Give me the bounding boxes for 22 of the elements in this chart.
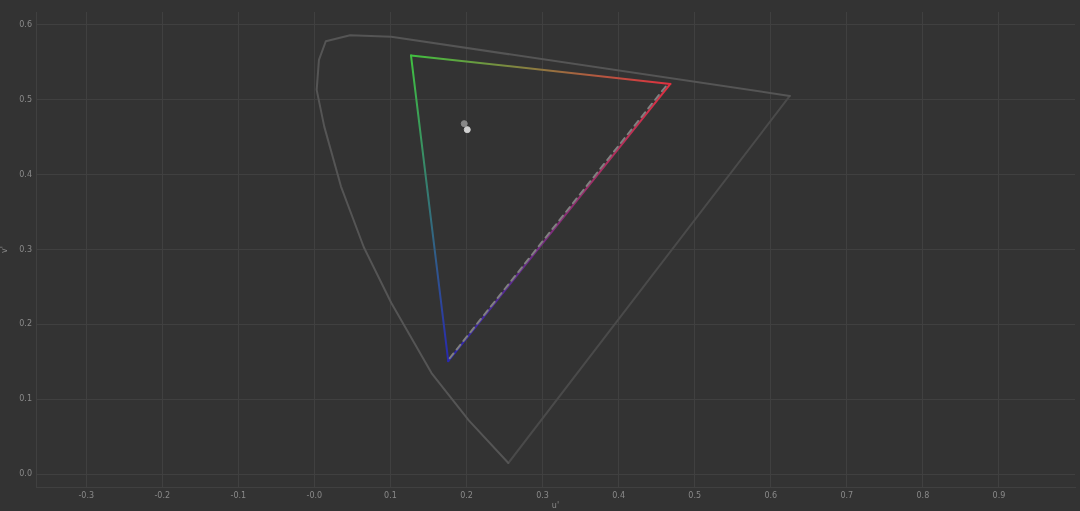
x-tick-label: 0.4 bbox=[612, 490, 625, 500]
x-tick-label: 0.9 bbox=[992, 490, 1006, 500]
x-tick-label: 0.2 bbox=[460, 490, 473, 500]
y-tick-label: 0.3 bbox=[19, 244, 32, 254]
y-tick-label: 0.4 bbox=[19, 169, 32, 179]
y-tick-label: 0.1 bbox=[19, 394, 32, 404]
x-tick-label: 0.3 bbox=[536, 490, 549, 500]
y-tick-label: 0.5 bbox=[19, 94, 32, 104]
x-tick-label: -0.1 bbox=[230, 490, 247, 500]
x-tick-label: 0.7 bbox=[840, 490, 854, 500]
x-tick-label: -0.0 bbox=[306, 490, 323, 500]
x-axis-title: u' bbox=[551, 501, 560, 511]
x-tick-label: 0.6 bbox=[764, 490, 778, 500]
x-tick-label: 0.5 bbox=[688, 490, 702, 500]
x-tick-label: 0.1 bbox=[384, 490, 397, 500]
y-tick-label: 0.6 bbox=[19, 19, 32, 29]
x-tick-label: 0.8 bbox=[916, 490, 930, 500]
y-axis-title: v' bbox=[0, 246, 9, 253]
x-tick-label: -0.3 bbox=[78, 490, 95, 500]
y-tick-label: 0.0 bbox=[19, 469, 32, 479]
y-tick-label: 0.2 bbox=[19, 319, 32, 329]
x-tick-label: -0.2 bbox=[154, 490, 171, 500]
